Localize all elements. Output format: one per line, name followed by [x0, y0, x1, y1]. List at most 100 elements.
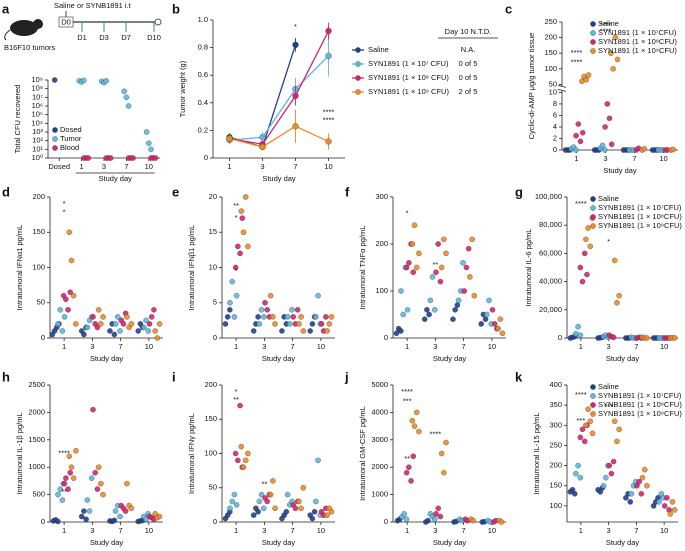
model-label: B16F10 tumors — [4, 43, 56, 52]
data-point — [636, 478, 642, 485]
data-point — [146, 321, 153, 327]
data-point — [424, 307, 430, 313]
data-point — [498, 519, 505, 525]
y-tick-label: 5 — [213, 298, 217, 307]
legend-label: SYNB1891 (1 × 10⁸CFU) — [598, 400, 682, 409]
y-tick-label: 2000 — [28, 407, 45, 416]
y-tick-label: 2500 — [28, 380, 45, 389]
data-point — [410, 269, 416, 275]
y-tick-label: 10⁵ — [32, 110, 43, 119]
data-point — [229, 278, 235, 285]
day-label: D7 — [121, 33, 131, 42]
data-point — [403, 264, 410, 271]
x-axis-label: Study day — [90, 538, 124, 547]
data-line — [229, 30, 330, 145]
legend-ntd: 0 of 5 — [459, 73, 478, 82]
data-point — [614, 299, 620, 306]
significance: *** — [576, 416, 585, 425]
data-point — [284, 491, 291, 498]
axis-break-mark — [557, 85, 567, 88]
data-point — [582, 438, 588, 445]
data-point — [499, 330, 506, 337]
data-point — [84, 497, 91, 503]
data-point — [435, 241, 441, 247]
data-point — [100, 491, 106, 498]
data-point — [409, 417, 416, 424]
data-point — [128, 321, 135, 327]
data-point — [146, 140, 152, 147]
data-point — [240, 464, 247, 470]
y-tick-label: 150 — [32, 227, 45, 236]
data-point — [429, 274, 436, 280]
x-tick-label: 7 — [634, 526, 638, 535]
x-axis-label: Study day — [90, 354, 124, 363]
data-point — [156, 513, 163, 520]
panel: k 100 150 200 250 300 350 400 Intratumoral IL-15… — [515, 369, 682, 547]
x-tick-label: 7 — [293, 162, 297, 171]
data-point — [111, 517, 118, 524]
data-point — [577, 332, 584, 338]
data-point — [267, 491, 274, 498]
y-tick-label: 250 — [544, 17, 557, 26]
y-axis-label: Intratumoral IL-6 pg/mL — [524, 229, 533, 307]
significance: ** — [404, 454, 410, 463]
data-point — [426, 311, 432, 318]
data-point — [86, 508, 93, 514]
data-point — [409, 241, 416, 247]
data-point — [573, 147, 579, 153]
y-tick-label: 200 — [544, 33, 557, 42]
significance: **** — [600, 20, 612, 29]
data-point — [92, 469, 98, 476]
legend-marker — [355, 75, 361, 81]
data-point — [315, 457, 321, 464]
x-tick-label: 10 — [145, 526, 153, 535]
data-point — [226, 135, 233, 142]
y-tick-label: 100,000 — [535, 192, 562, 201]
data-point — [671, 507, 678, 513]
x-tick-label: 10 — [659, 154, 667, 163]
data-point — [575, 462, 581, 469]
y-tick-label: 8 — [553, 99, 557, 108]
x-tick-label: 10 — [660, 526, 668, 535]
legend-label: SYNB1891 (1 × 10⁹CFU) — [598, 409, 682, 418]
x-tick-label: 3 — [607, 526, 611, 535]
y-tick-label: 100 — [544, 64, 557, 73]
data-point — [283, 508, 290, 515]
data-point — [577, 138, 584, 145]
legend-marker — [590, 402, 596, 408]
x-axis-label: Study day — [262, 538, 296, 547]
data-point — [60, 480, 67, 487]
mouse-body — [10, 20, 38, 36]
data-point — [231, 314, 238, 320]
significance: ** — [233, 395, 239, 404]
data-point — [309, 515, 316, 522]
day-label: D0 — [61, 17, 71, 26]
data-point — [583, 422, 589, 429]
data-point — [123, 94, 130, 101]
data-point — [267, 292, 274, 299]
data-point — [154, 335, 161, 341]
y-tick-label: 10 — [209, 262, 217, 271]
x-tick-label: 1 — [62, 526, 66, 535]
data-point — [292, 41, 299, 48]
data-point — [111, 331, 118, 338]
legend-label: SYN1891 (1 × 10⁷ CFU) — [368, 59, 449, 68]
data-point — [259, 134, 266, 141]
y-tick-label: 80,000 — [539, 220, 562, 229]
x-tick-label: 3 — [260, 162, 264, 171]
y-tick-label: 6 — [553, 110, 557, 119]
x-tick-label: 3 — [262, 526, 266, 535]
panel-letter: h — [2, 369, 10, 384]
data-point — [85, 155, 92, 161]
data-point — [143, 129, 150, 135]
data-point — [235, 457, 241, 464]
data-point — [627, 499, 634, 505]
panel-letter: b — [172, 1, 180, 16]
data-point — [229, 498, 235, 505]
y-tick-label: 60,000 — [539, 248, 562, 257]
data-point — [287, 321, 293, 327]
data-point — [315, 292, 321, 299]
x-axis-label: Study day — [262, 354, 296, 363]
data-point — [135, 328, 141, 334]
y-tick-label: 10² — [32, 136, 43, 145]
